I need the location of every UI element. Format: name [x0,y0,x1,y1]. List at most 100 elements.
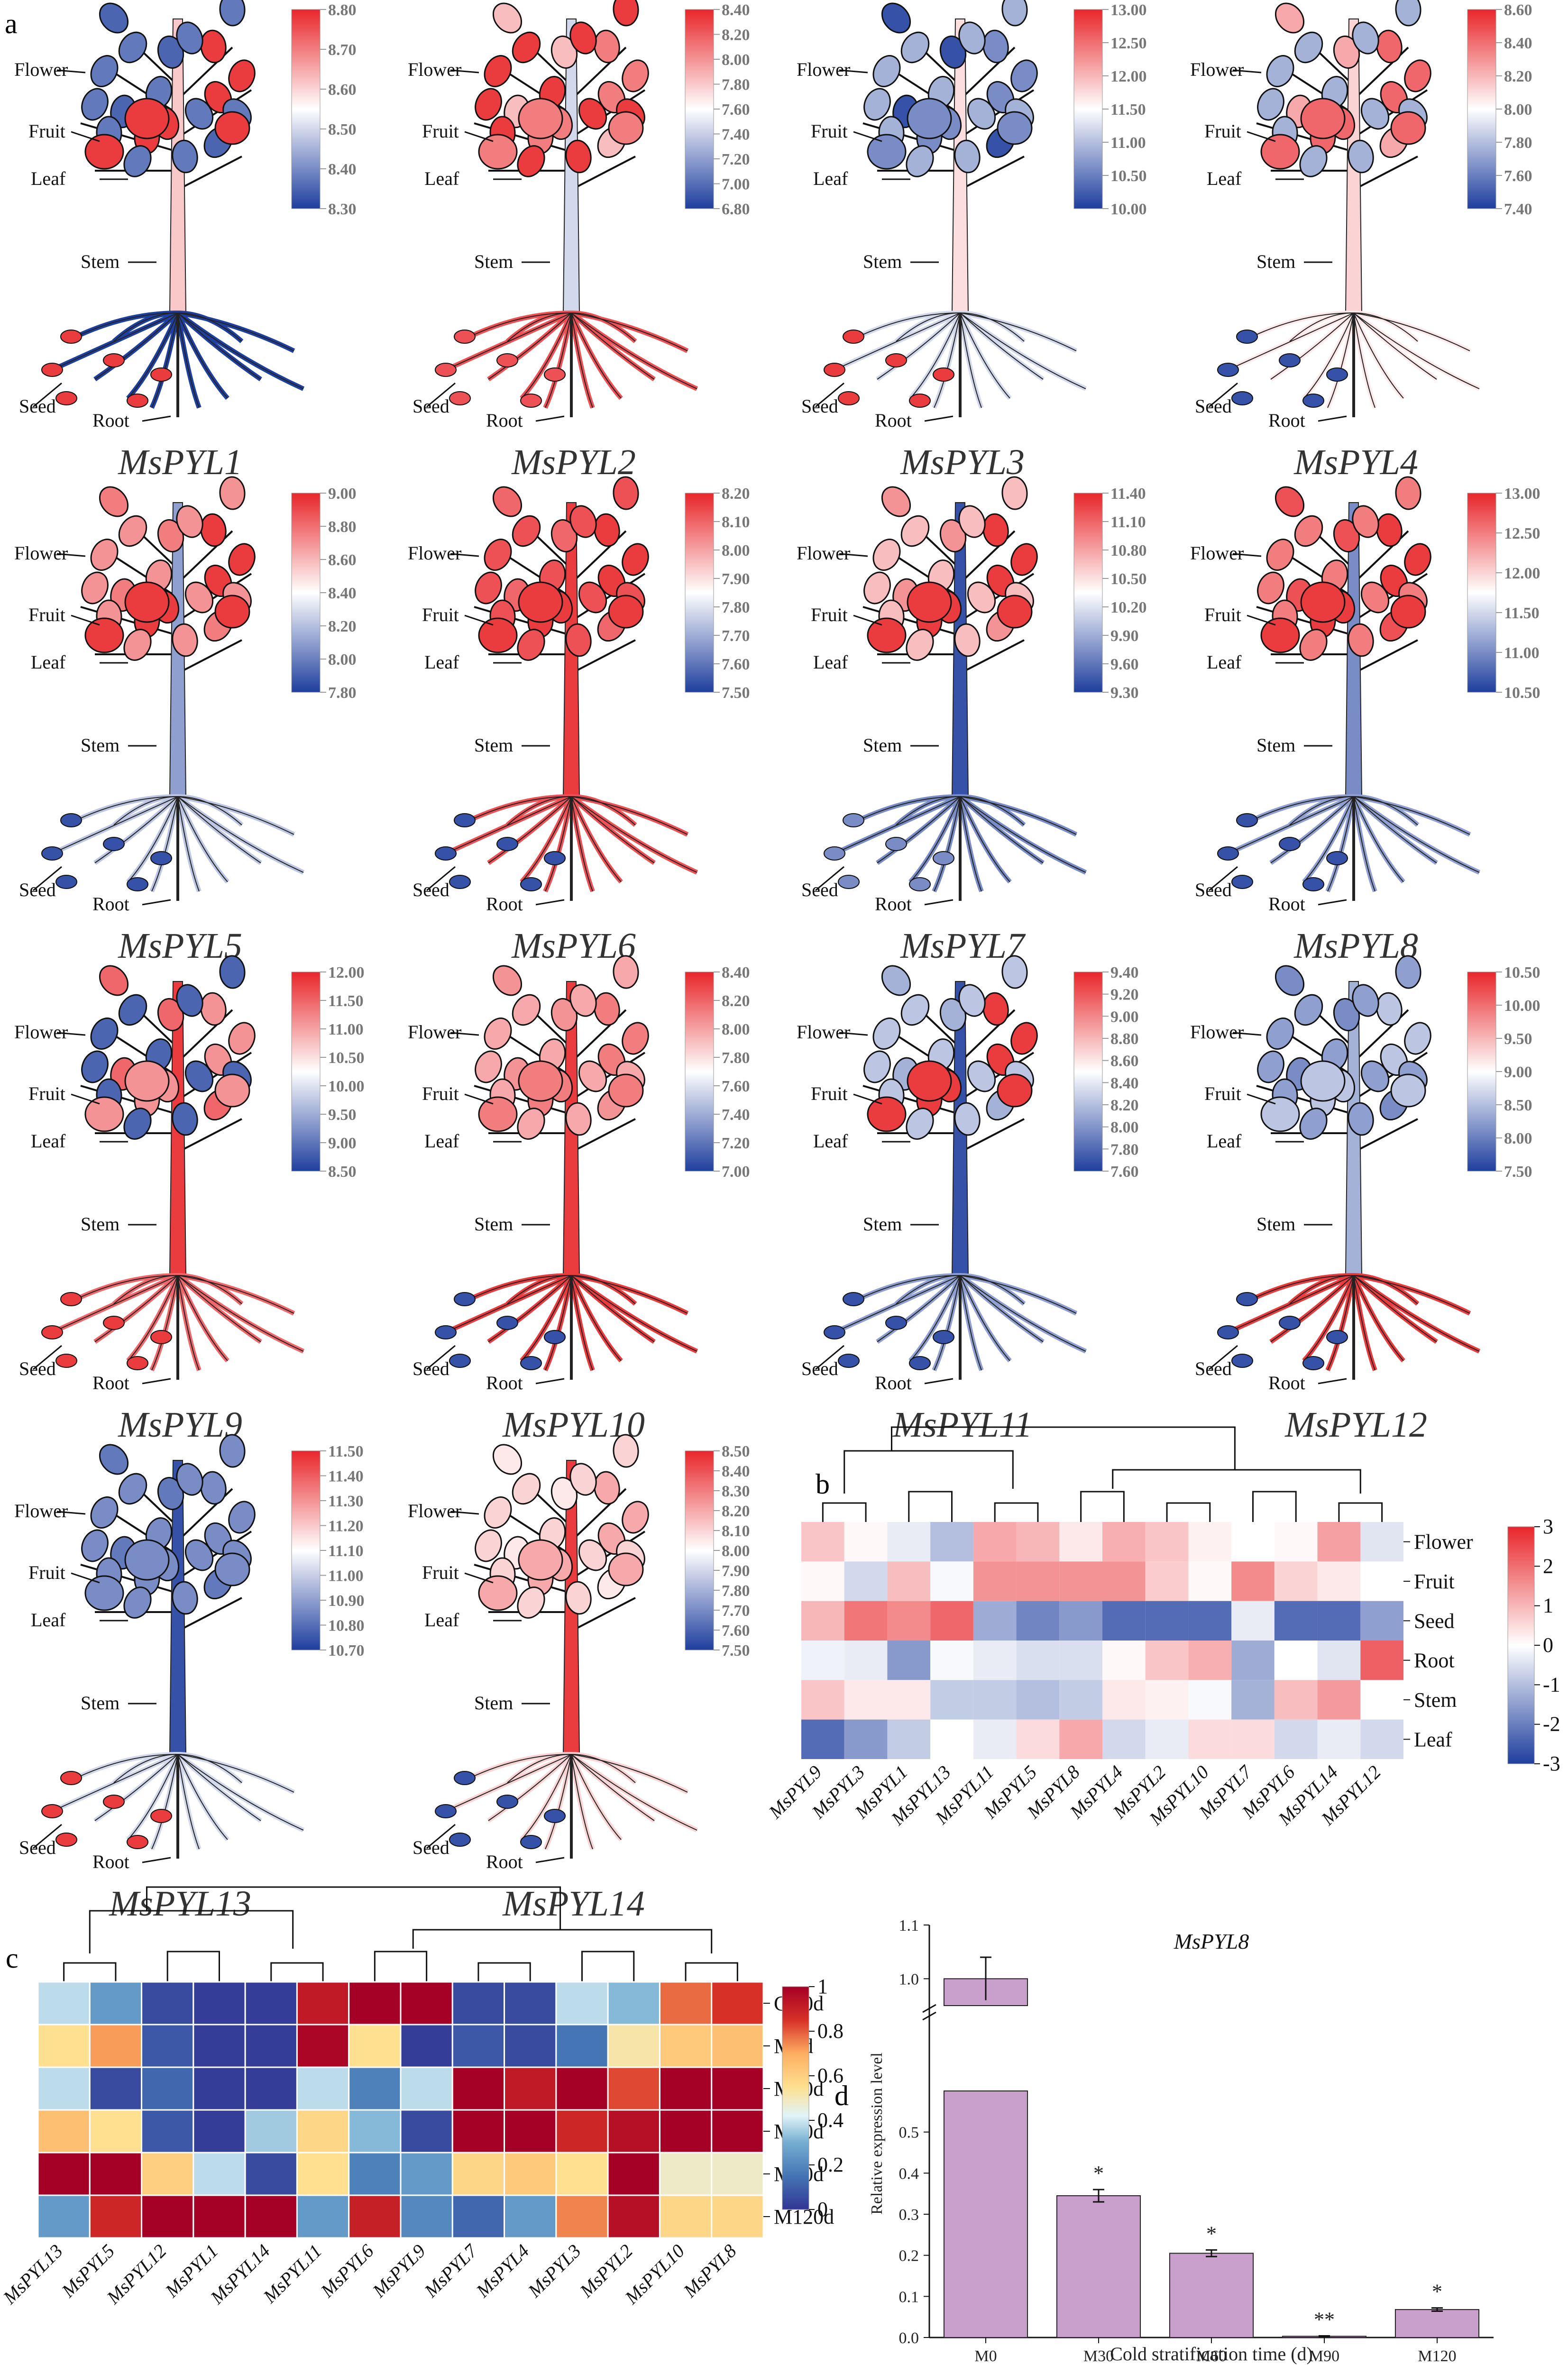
seed [1231,875,1253,889]
fruit [1390,111,1426,145]
colorbar-tick-label: 7.40 [1504,201,1532,218]
root-outline [507,1754,572,1783]
y-tick-label: 1.0 [899,1971,919,1988]
colorbar-tick-label: 10.00 [328,1078,365,1095]
root-outline [177,312,294,351]
root-outline [877,1275,961,1342]
organ-label-stem: Stem [81,1213,119,1235]
heatmap-cell [555,2024,609,2068]
flower [492,965,523,996]
leaf [90,55,119,87]
heatmap-cell [37,1981,91,2026]
gene-title: MsPYL2 [511,442,636,482]
heatmap-cell [607,2194,660,2239]
root-outline [960,1275,1010,1361]
fruit [907,1060,952,1102]
root-outline [571,1754,688,1793]
organ-label-leaf: Leaf [424,168,459,189]
organ-label-fruit: Fruit [28,604,65,625]
seed [1217,846,1239,861]
leaf [1257,1050,1284,1083]
plant-mspyl11: Flower Fruit Leaf Stem Seed Root 9.40 9.20 9.00 8… [797,955,1139,1445]
branch [959,1052,1035,1101]
column-label: MsPYL3 [523,2240,585,2302]
leaf [517,1108,545,1140]
seed [838,875,860,889]
colorbar-tick-label: 10.90 [328,1592,365,1610]
heatmap-cell [141,2066,194,2111]
heatmap-cell [1145,1522,1189,1562]
leaf [1266,1018,1294,1050]
heatmap-cell [1016,1522,1060,1562]
leader-line [56,1032,86,1036]
heatmap-cell [711,2152,764,2196]
bar [1394,2309,1480,2338]
colorbar-tick-label: 0.6 [817,2064,844,2087]
leader-line [535,1378,565,1384]
organ-label-fruit: Fruit [422,120,459,142]
leader-line [1232,1032,1262,1036]
root-outline [1353,796,1375,892]
root-outline [571,1275,622,1361]
leaf [1352,505,1379,538]
heatmap-cell [348,2024,402,2068]
heatmap-cell [1188,1680,1232,1720]
root-outline [507,796,572,825]
dendro-link [412,1929,713,1953]
fruit [200,29,227,64]
panel-label-a: a [5,8,18,39]
row-label: Seed [1414,1609,1455,1632]
colorbar-tick-label: 10.50 [1504,964,1540,981]
fruit [608,595,644,629]
leader-line [142,1378,171,1384]
heatmap-cell [659,2066,713,2111]
seed [127,394,148,408]
significance-mark: * [1093,2162,1104,2185]
heatmap-cell [1360,1680,1403,1720]
flower [881,486,911,517]
leader-line [1318,1378,1347,1384]
heatmap-cell [1360,1601,1403,1641]
seed [933,851,954,865]
leader-line [450,1032,479,1036]
heatmap-cell [348,2152,402,2196]
colorbar-tick-label: 11.00 [1504,644,1540,662]
colorbar-tick-label: 10.50 [1110,167,1147,185]
branch [959,89,1035,138]
heatmap-cell [1145,1641,1189,1680]
root-outline [507,312,572,342]
root-outline [94,796,178,863]
branch [1353,1118,1418,1153]
heatmap-cell [1188,1522,1232,1562]
colorbar-tick-label: 8.10 [722,1522,750,1540]
seed [60,1771,82,1785]
heatmap-cell [348,1981,402,2026]
root-outline [1228,796,1354,854]
seed [150,367,172,382]
organ-label-leaf: Leaf [31,1130,66,1152]
leaf [954,139,981,174]
heatmap-cell [89,2109,143,2154]
x-tick-label: M120 [1418,2347,1456,2365]
leaf [81,1529,109,1562]
colorbar [291,9,321,209]
heatmap-cell [504,2194,557,2239]
root-outline [896,796,961,825]
colorbar-tick-label: 9.50 [328,1106,357,1124]
leaf [475,88,502,121]
colorbar-tick-label: 8.80 [328,1,357,19]
colorbar-tick-label: 8.20 [722,1503,750,1520]
seed [41,846,63,861]
leaf [967,1060,996,1092]
colorbar-tick-label: 8.40 [1110,1074,1139,1092]
heatmap-cell [711,2066,764,2111]
heatmap-cell [1188,1641,1232,1680]
x-tick-label: M30 [1083,2347,1114,2365]
heatmap-cell [1102,1719,1146,1759]
colorbar-tick-label: 11.50 [1504,605,1540,622]
root-outline [113,312,178,342]
seed [496,353,518,367]
root-outline [960,1275,1086,1352]
fruit [594,29,620,64]
